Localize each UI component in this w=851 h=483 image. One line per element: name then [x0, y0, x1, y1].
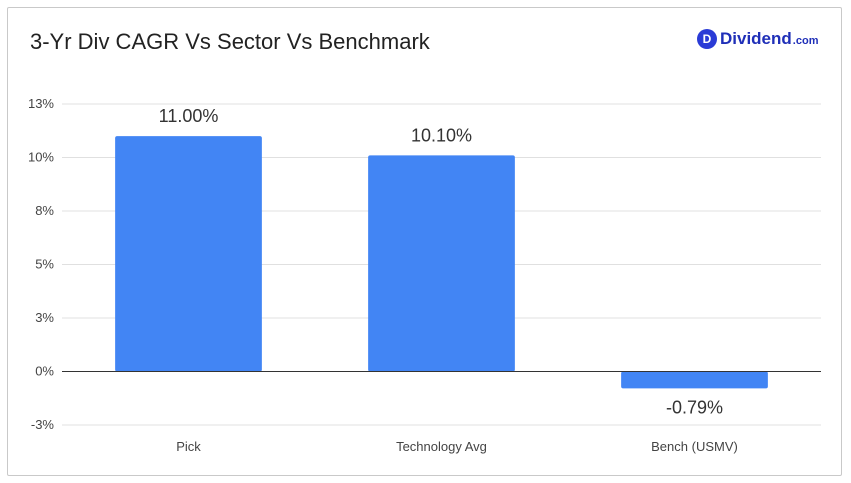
data-label: 11.00%: [159, 106, 219, 126]
x-tick-label: Technology Avg: [396, 439, 487, 454]
y-tick-label: 5%: [35, 257, 54, 272]
x-axis-ticks: Pick Technology Avg Bench (USMV): [176, 439, 738, 454]
bars: [115, 136, 768, 389]
bar: [621, 371, 768, 389]
dividend-logo-name: Dividend: [720, 29, 792, 48]
y-tick-label: 13%: [28, 96, 54, 111]
chart-title: 3-Yr Div CAGR Vs Sector Vs Benchmark: [30, 29, 430, 54]
data-labels: 11.00% 10.10% -0.79%: [159, 106, 723, 417]
dividend-logo-tld: .com: [792, 35, 819, 47]
x-tick-label: Bench (USMV): [651, 439, 738, 454]
x-tick-label: Pick: [176, 439, 201, 454]
y-axis-ticks: -3% 0% 3% 5% 8% 10% 13%: [28, 96, 54, 432]
bar: [115, 136, 262, 372]
bar: [368, 155, 515, 372]
y-tick-label: 10%: [28, 150, 54, 165]
data-label: -0.79%: [666, 397, 723, 417]
y-tick-label: 3%: [35, 310, 54, 325]
y-tick-label: -3%: [31, 417, 55, 432]
dividend-logo: D Dividend .com: [697, 28, 818, 50]
data-label: 10.10%: [411, 125, 472, 145]
y-tick-label: 8%: [35, 203, 54, 218]
dividend-logo-icon: D: [697, 29, 717, 49]
y-tick-label: 0%: [35, 364, 54, 379]
